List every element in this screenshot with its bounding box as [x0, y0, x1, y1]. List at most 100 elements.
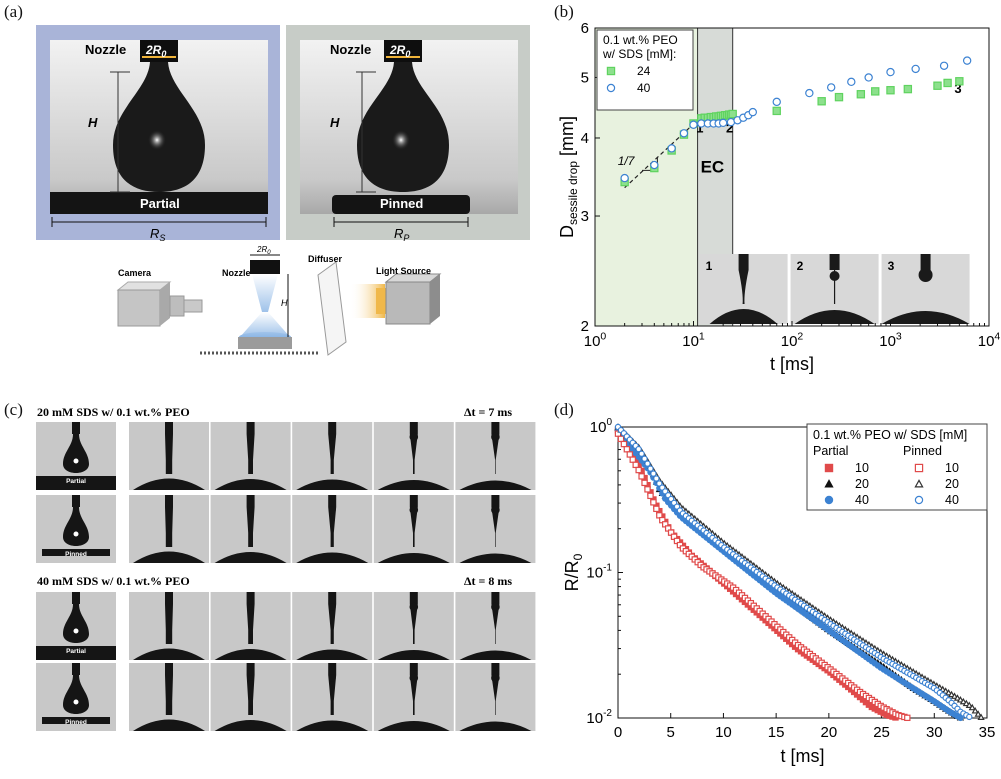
- setup-camera-label: Camera: [118, 268, 152, 278]
- frame-thread: [165, 604, 173, 644]
- x-tick-label: 104: [978, 330, 1001, 350]
- data-point: [977, 713, 985, 720]
- frame-sessile-drop: [459, 480, 532, 490]
- frame-3: [210, 663, 291, 731]
- x-axis-label: t [ms]: [770, 354, 814, 374]
- legend-entry: 10: [945, 461, 959, 475]
- frame-thread: [409, 604, 418, 644]
- data-point: [871, 87, 880, 96]
- frame-pendant: [247, 675, 254, 681]
- data-point: [653, 505, 660, 513]
- series-pinned-40mM: [614, 423, 973, 721]
- frame-pendant: [409, 602, 419, 612]
- data-point: [653, 475, 660, 482]
- x-tick-label: 5: [667, 724, 675, 741]
- frame-substrate: [36, 476, 116, 490]
- legend-col-partial: Partial: [813, 444, 848, 458]
- data-point: [971, 707, 979, 714]
- frame-sessile-drop: [133, 551, 205, 563]
- series-pinned-10mM: [614, 430, 911, 722]
- data-point: [772, 106, 781, 116]
- setup-height-label: H: [281, 298, 288, 308]
- panel-c-group2-dt: Δt = 8 ms: [464, 574, 513, 588]
- data-point: [620, 173, 629, 183]
- data-point: [629, 456, 636, 463]
- frame-strip: Pinned: [36, 663, 536, 731]
- frame-pendant: [247, 434, 254, 440]
- point-label-1: 1: [696, 121, 703, 136]
- data-point: [834, 92, 844, 102]
- frame-6: [455, 663, 536, 731]
- y-tick-label: 10-1: [586, 563, 612, 582]
- frame-sessile-drop: [214, 720, 287, 731]
- inset-pendant: [918, 268, 933, 282]
- frame-nozzle: [328, 422, 337, 434]
- inset-nozzle: [738, 254, 749, 270]
- y-tick-label: 3: [581, 208, 589, 225]
- panel-c-group1-dt: Δt = 7 ms: [464, 405, 513, 419]
- data-point: [966, 713, 973, 721]
- data-point: [956, 696, 965, 703]
- legend-marker: [606, 83, 616, 93]
- legend-title-2: w/ SDS [mM]:: [602, 47, 676, 61]
- frame-6: [455, 495, 536, 563]
- frame-pendant-drop: [63, 434, 89, 473]
- inset-2: 2: [790, 254, 879, 324]
- frame-sessile-drop: [296, 720, 369, 731]
- legend-marker: [824, 479, 834, 488]
- panel-label-d: (d): [554, 400, 574, 419]
- data-point: [635, 445, 642, 453]
- data-point: [638, 450, 645, 457]
- frame-sessile-drop: [377, 553, 450, 563]
- frame-substrate-label: Pinned: [65, 551, 87, 558]
- frame-1: Pinned: [36, 663, 116, 731]
- series-40mM: [620, 56, 972, 183]
- frame-pendant: [328, 674, 336, 682]
- data-point: [689, 120, 698, 129]
- data-point: [953, 694, 962, 701]
- point-label-2: 2: [726, 121, 733, 136]
- frame-pendant: [247, 507, 254, 513]
- data-point: [626, 451, 634, 458]
- legend-marker: [914, 463, 924, 473]
- frame-thread: [246, 604, 255, 644]
- frame-pendant: [409, 505, 419, 515]
- data-point: [955, 77, 964, 86]
- frame-2: [129, 422, 209, 490]
- frame-thread: [165, 434, 173, 474]
- frame-substrate-label: Pinned: [65, 719, 87, 726]
- svg-text:RP: RP: [394, 226, 409, 243]
- partial-width-label: R: [150, 226, 159, 241]
- frame-6: [455, 592, 536, 660]
- svg-text:2R0: 2R0: [256, 245, 271, 256]
- partial-diameter-label: 2R: [145, 43, 162, 57]
- data-point: [856, 90, 866, 99]
- frame-strip: Pinned: [36, 495, 536, 563]
- legend-box: [806, 423, 988, 511]
- frame-strip: Partial: [36, 422, 536, 490]
- data-point: [623, 446, 631, 453]
- frame-5: [373, 422, 454, 490]
- pinned-nozzle-label: Nozzle: [330, 42, 371, 57]
- setup-diameter-sub: 0: [267, 250, 271, 256]
- frame-nozzle: [409, 495, 418, 507]
- x-tick-label: 101: [682, 330, 705, 350]
- frame-pendant: [409, 432, 419, 442]
- data-point: [943, 78, 952, 88]
- frame-sessile-drop: [296, 552, 369, 563]
- partial-height-label: H: [88, 115, 98, 130]
- frame-5: [373, 495, 454, 563]
- panel-c-group2-title: 40 mM SDS w/ 0.1 wt.% PEO: [37, 574, 190, 588]
- y-axis-label: R/R0: [562, 553, 585, 591]
- panel-c-row-partial-20: Partial: [36, 422, 536, 492]
- frame-thread: [409, 507, 418, 547]
- frame-nozzle: [246, 495, 255, 507]
- inset-pendant: [829, 271, 840, 281]
- frame-nozzle: [328, 663, 337, 675]
- data-point: [772, 97, 781, 107]
- data-point: [656, 480, 663, 487]
- y-tick-label: 4: [581, 130, 589, 147]
- setup-diameter-label: 2R: [256, 245, 267, 254]
- data-point: [638, 473, 645, 480]
